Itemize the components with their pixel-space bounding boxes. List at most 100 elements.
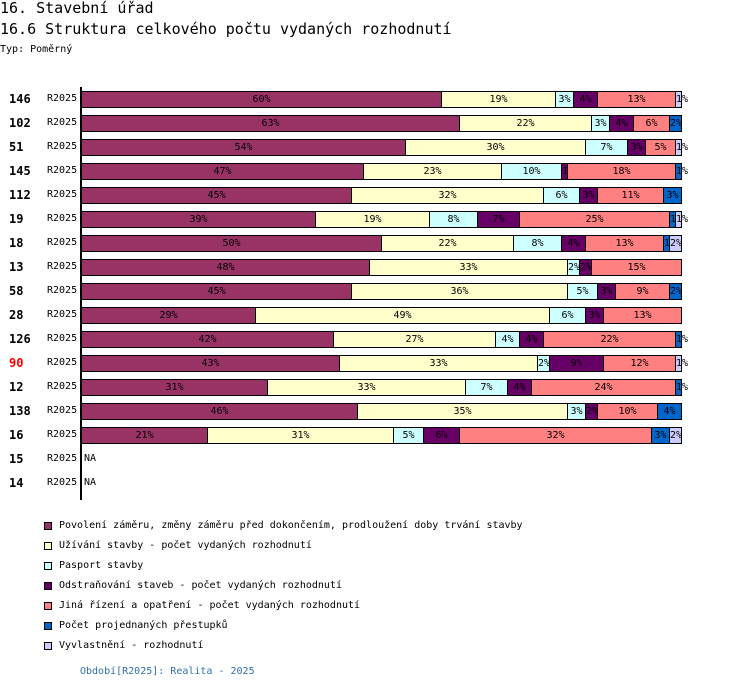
stacked-bar: 43% 33% 2% 9% 12% 1% xyxy=(81,355,688,372)
bar-segment: 1% xyxy=(675,211,688,228)
bar-segment: 9% xyxy=(549,355,604,372)
segment-value-label: 6% xyxy=(561,310,574,321)
bar-segment: 22% xyxy=(543,331,676,348)
segment-value-label: 1% xyxy=(676,166,689,177)
bar-segment: 10% xyxy=(597,403,658,420)
row-period-label: R2025 xyxy=(47,477,78,488)
bar-segment: 22% xyxy=(381,235,514,252)
bar-segment: 10% xyxy=(501,163,562,180)
bar-segment: 13% xyxy=(603,307,682,324)
bar-segment: 23% xyxy=(363,163,502,180)
bar-segment: 4% xyxy=(507,379,532,396)
segment-value-label: 35% xyxy=(453,406,472,417)
legend-swatch xyxy=(44,542,52,550)
segment-value-label: 11% xyxy=(621,190,640,201)
bar-segment: 1% xyxy=(675,355,688,372)
segment-value-label: 60% xyxy=(252,94,271,105)
legend-label: Povolení záměru, změny záměru před dokon… xyxy=(59,520,523,531)
bar-segment: 7% xyxy=(477,211,520,228)
segment-value-label: 4% xyxy=(501,334,514,345)
segment-value-label: 2% xyxy=(670,286,683,297)
bar-segment: 1% xyxy=(675,91,688,108)
bar-segment: 4% xyxy=(573,91,598,108)
bar-segment: 35% xyxy=(357,403,568,420)
segment-value-label: 6% xyxy=(645,118,658,129)
segment-value-label: 27% xyxy=(405,334,424,345)
na-label: NA xyxy=(84,453,97,464)
row-period-label: R2025 xyxy=(47,333,78,344)
stacked-bar: 60% 19% 3% 4% 13% 1% xyxy=(81,91,688,108)
segment-value-label: 3% xyxy=(582,190,595,201)
bar-segment: 3% xyxy=(597,283,616,300)
segment-value-label: 4% xyxy=(525,334,538,345)
segment-value-label: 12% xyxy=(630,358,649,369)
bar-segment: 49% xyxy=(255,307,550,324)
row-id-label: 18 xyxy=(9,236,24,250)
bar-segment: 43% xyxy=(81,355,340,372)
segment-value-label: 2% xyxy=(580,262,593,273)
legend-label: Pasport stavby xyxy=(59,560,144,571)
segment-value-label: 3% xyxy=(588,310,601,321)
bar-segment: 3% xyxy=(627,139,646,156)
stacked-bar: 29% 49% 6% 3% 13% xyxy=(81,307,682,324)
row-id-label: 14 xyxy=(9,476,24,490)
segment-value-label: 2% xyxy=(568,262,581,273)
bar-segment: 45% xyxy=(81,283,352,300)
bar-segment: 24% xyxy=(531,379,676,396)
row-period-label: R2025 xyxy=(47,381,78,392)
row-id-label: 58 xyxy=(9,284,24,298)
segment-value-label: 32% xyxy=(438,190,457,201)
segment-value-label: 10% xyxy=(618,406,637,417)
bar-segment: 3% xyxy=(591,115,610,132)
segment-value-label: 3% xyxy=(594,118,607,129)
segment-value-label: 2% xyxy=(538,358,551,369)
bar-segment: 6% xyxy=(549,307,586,324)
row-id-label: 90 xyxy=(9,356,24,370)
bar-segment: 21% xyxy=(81,427,208,444)
segment-value-label: 42% xyxy=(198,334,217,345)
segment-value-label: 15% xyxy=(627,262,646,273)
bar-segment: 27% xyxy=(333,331,496,348)
segment-value-label: 3% xyxy=(666,190,679,201)
segment-value-label: 3% xyxy=(654,430,667,441)
row-period-label: R2025 xyxy=(47,453,78,464)
segment-value-label: 9% xyxy=(636,286,649,297)
stacked-bar: 48% 33% 2% 2% 15% xyxy=(81,259,682,276)
stacked-bar: 39%19%8%7%25%1%1% xyxy=(81,211,688,228)
bar-segment: 1% xyxy=(675,331,688,348)
bar-segment: 33% xyxy=(267,379,466,396)
bar-segment: 30% xyxy=(405,139,586,156)
bar-segment: 42% xyxy=(81,331,334,348)
segment-value-label: 2% xyxy=(670,430,683,441)
bar-segment: 2% xyxy=(669,283,682,300)
row-period-label: R2025 xyxy=(47,261,78,272)
bar-segment: 32% xyxy=(351,187,544,204)
bar-segment: 19% xyxy=(441,91,556,108)
row-id-label: 13 xyxy=(9,260,24,274)
bar-segment: 8% xyxy=(429,211,478,228)
segment-value-label: 13% xyxy=(627,94,646,105)
bar-segment: 22% xyxy=(459,115,592,132)
bar-segment: 54% xyxy=(81,139,406,156)
bar-segment: 4% xyxy=(561,235,586,252)
bar-segment: 50% xyxy=(81,235,382,252)
legend-swatch xyxy=(44,622,52,630)
segment-value-label: 30% xyxy=(486,142,505,153)
stacked-bar: 50%22%8%4%13%1%2% xyxy=(81,235,683,252)
bar-segment: 6% xyxy=(633,115,670,132)
segment-value-label: 29% xyxy=(159,310,178,321)
bar-segment: 5% xyxy=(393,427,424,444)
row-id-label: 145 xyxy=(9,164,31,178)
segment-value-label: 5% xyxy=(576,286,589,297)
row-id-label: 12 xyxy=(9,380,24,394)
bar-segment: 46% xyxy=(81,403,358,420)
segment-value-label: 2% xyxy=(670,238,683,249)
segment-value-label: 46% xyxy=(210,406,229,417)
segment-value-label: 21% xyxy=(135,430,154,441)
legend-swatch xyxy=(44,582,52,590)
row-period-label: R2025 xyxy=(47,405,78,416)
legend-swatch xyxy=(44,602,52,610)
segment-value-label: 5% xyxy=(654,142,667,153)
bar-segment: 31% xyxy=(81,379,268,396)
bar-segment: 15% xyxy=(591,259,682,276)
